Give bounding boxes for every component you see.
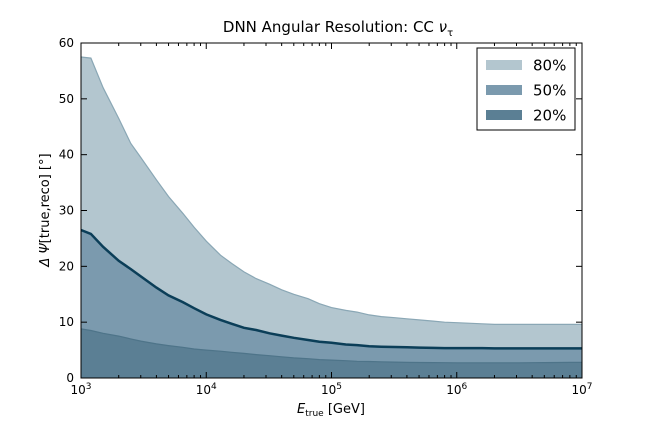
legend-label-0: 80% bbox=[533, 57, 566, 75]
legend-items: 80% 50% 20% bbox=[486, 57, 566, 125]
series-line-0 bbox=[80, 56, 582, 325]
legend: 80% 50% 20% bbox=[476, 47, 576, 131]
series-line-2 bbox=[80, 328, 582, 364]
x-tick-label: 105 bbox=[321, 382, 342, 397]
area-0 bbox=[81, 57, 582, 378]
x-axis-ticks: 103 104 105 106 107 bbox=[70, 43, 593, 397]
chart-areas bbox=[81, 57, 582, 378]
chart-lines bbox=[80, 56, 582, 364]
x-tick-label: 104 bbox=[196, 382, 217, 397]
y-tick-label: 10 bbox=[59, 315, 74, 329]
y-tick-label: 20 bbox=[59, 259, 74, 273]
legend-label-2: 20% bbox=[533, 107, 566, 125]
x-axis-label: Etrue [GeV] bbox=[297, 402, 365, 419]
legend-swatch-0 bbox=[486, 60, 522, 70]
legend-swatch-1 bbox=[486, 85, 522, 95]
x-tick-label: 103 bbox=[70, 382, 91, 397]
y-tick-label: 60 bbox=[59, 36, 74, 50]
legend-swatch-2 bbox=[486, 110, 522, 120]
y-axis-ticks: 0 10 20 30 40 50 60 bbox=[59, 36, 582, 385]
y-axis-label: Δ Ψ[true,reco] [°] bbox=[38, 153, 53, 267]
y-tick-label: 40 bbox=[59, 148, 74, 162]
y-tick-label: 0 bbox=[66, 371, 74, 385]
y-tick-label: 50 bbox=[59, 92, 74, 106]
series-line-1 bbox=[80, 228, 582, 350]
x-tick-label: 107 bbox=[571, 382, 592, 397]
area-2 bbox=[81, 328, 582, 378]
area-1 bbox=[81, 230, 582, 378]
legend-label-1: 50% bbox=[533, 82, 566, 100]
y-tick-label: 30 bbox=[59, 204, 74, 218]
chart-title: DNN Angular Resolution: CC ντ bbox=[223, 18, 453, 39]
x-tick-label: 106 bbox=[446, 382, 467, 397]
